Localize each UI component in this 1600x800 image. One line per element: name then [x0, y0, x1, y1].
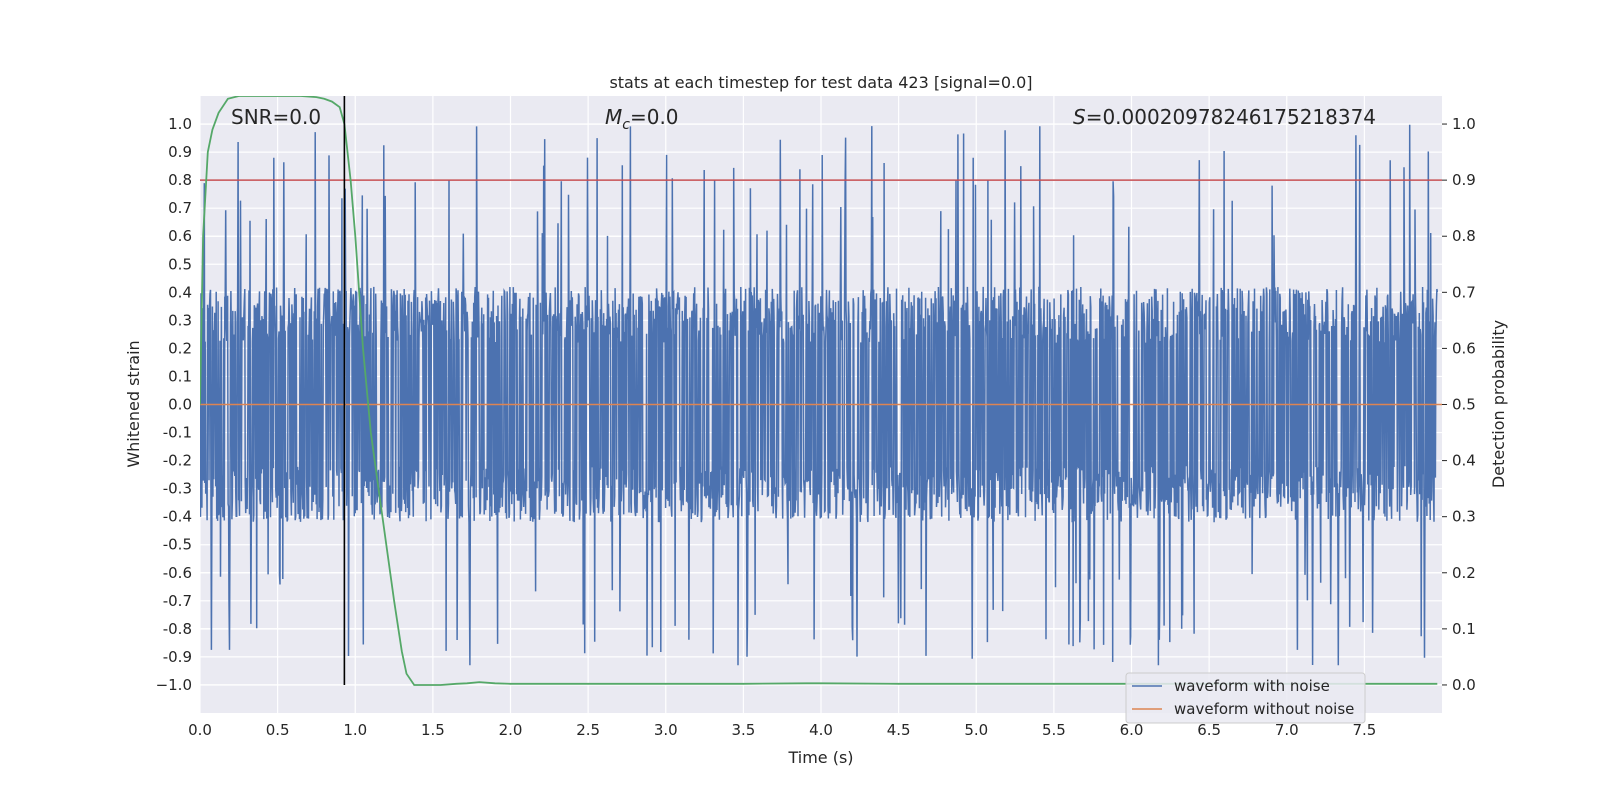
- y-tick-label: -0.9: [163, 648, 192, 666]
- y2-axis-label: Detection probability: [1489, 320, 1508, 488]
- y2-tick-label: 0.9: [1452, 171, 1476, 189]
- y-tick-label: -0.8: [163, 620, 192, 638]
- y-tick-label: -0.5: [163, 536, 192, 554]
- y-tick-label: 0.4: [168, 283, 192, 301]
- x-tick-label: 3.5: [731, 721, 755, 739]
- x-tick-label: 4.5: [887, 721, 911, 739]
- x-axis-ticks: 0.0 0.5 1.0 1.5 2.0 2.5 3.0 3.5 4.0 4.5 5.0 5.5 6.0 6…: [188, 721, 1376, 739]
- y-tick-label: 0.7: [168, 199, 192, 217]
- x-tick-label: 7.5: [1352, 721, 1376, 739]
- x-tick-label: 6.0: [1120, 721, 1144, 739]
- y2-tick-label: 1.0: [1452, 115, 1476, 133]
- y-tick-label: 0.1: [168, 367, 192, 385]
- x-tick-label: 5.5: [1042, 721, 1066, 739]
- y-tick-label: -0.4: [163, 508, 192, 526]
- y-tick-label: -0.2: [163, 452, 192, 470]
- y2-tick-label: 0.7: [1452, 283, 1476, 301]
- y2-tick-label: 0.0: [1452, 676, 1476, 694]
- x-tick-label: 1.5: [421, 721, 445, 739]
- y-tick-label: -0.6: [163, 564, 192, 582]
- legend-entry-clean: waveform without noise: [1174, 700, 1354, 718]
- y-tick-label: -0.7: [163, 592, 192, 610]
- s-symbol: S: [1073, 105, 1086, 129]
- x-tick-label: 5.0: [964, 721, 988, 739]
- y-axis-ticks: 1.0 0.9 0.8 0.7 0.6 0.5 0.4 0.3 0.2 0.1 0.0 -0.1 -0.…: [156, 115, 192, 694]
- s-annotation: S=0.00020978246175218374: [1073, 105, 1376, 129]
- x-tick-label: 0.5: [266, 721, 290, 739]
- x-tick-label: 6.5: [1197, 721, 1221, 739]
- waveform-with-noise-series: [200, 124, 1439, 666]
- mc-value: =0.0: [630, 105, 679, 129]
- y-tick-label: -0.3: [163, 480, 192, 498]
- legend-box: [1125, 672, 1366, 724]
- x-tick-label: 2.0: [499, 721, 523, 739]
- legend: waveform with noise waveform without noi…: [1125, 672, 1366, 724]
- x-axis-label: Time (s): [787, 748, 853, 767]
- chart-title: stats at each timestep for test data 423…: [609, 73, 1032, 92]
- y-tick-label: 1.0: [168, 115, 192, 133]
- x-tick-label: 4.0: [809, 721, 833, 739]
- s-value: =0.00020978246175218374: [1086, 105, 1376, 129]
- y-tick-label: 0.9: [168, 143, 192, 161]
- y-tick-label: -0.1: [163, 424, 192, 442]
- snr-annotation: SNR=0.0: [231, 105, 321, 129]
- x-tick-label: 1.0: [343, 721, 367, 739]
- legend-entry-noise: waveform with noise: [1174, 677, 1330, 695]
- x-tick-label: 3.0: [654, 721, 678, 739]
- y-tick-label: 0.8: [168, 171, 192, 189]
- y-tick-label: 0.6: [168, 227, 192, 245]
- y-tick-label: 0.3: [168, 311, 192, 329]
- y-tick-label: 0.5: [168, 255, 192, 273]
- y2-tick-label: 0.2: [1452, 564, 1476, 582]
- x-tick-label: 0.0: [188, 721, 212, 739]
- x-tick-label: 7.0: [1275, 721, 1299, 739]
- y2-axis-ticks: 1.0 0.9 0.8 0.7 0.6 0.5 0.4 0.3 0.2 0.1 0.0: [1442, 115, 1476, 694]
- y2-tick-label: 0.5: [1452, 396, 1476, 414]
- y-tick-label: 0.0: [168, 396, 192, 414]
- y-tick-label: 0.2: [168, 339, 192, 357]
- x-tick-label: 2.5: [576, 721, 600, 739]
- y2-tick-label: 0.1: [1452, 620, 1476, 638]
- mc-subscript: c: [622, 117, 630, 133]
- y2-tick-label: 0.6: [1452, 339, 1476, 357]
- y2-tick-label: 0.3: [1452, 508, 1476, 526]
- mc-symbol: M: [605, 105, 622, 129]
- chirp-mass-annotation: Mc=0.0: [605, 105, 679, 133]
- y-axis-label: Whitened strain: [124, 340, 143, 467]
- y-tick-label: −1.0: [156, 676, 192, 694]
- detection-probability-series: [200, 96, 1438, 686]
- y2-tick-label: 0.8: [1452, 227, 1476, 245]
- y2-tick-label: 0.4: [1452, 452, 1476, 470]
